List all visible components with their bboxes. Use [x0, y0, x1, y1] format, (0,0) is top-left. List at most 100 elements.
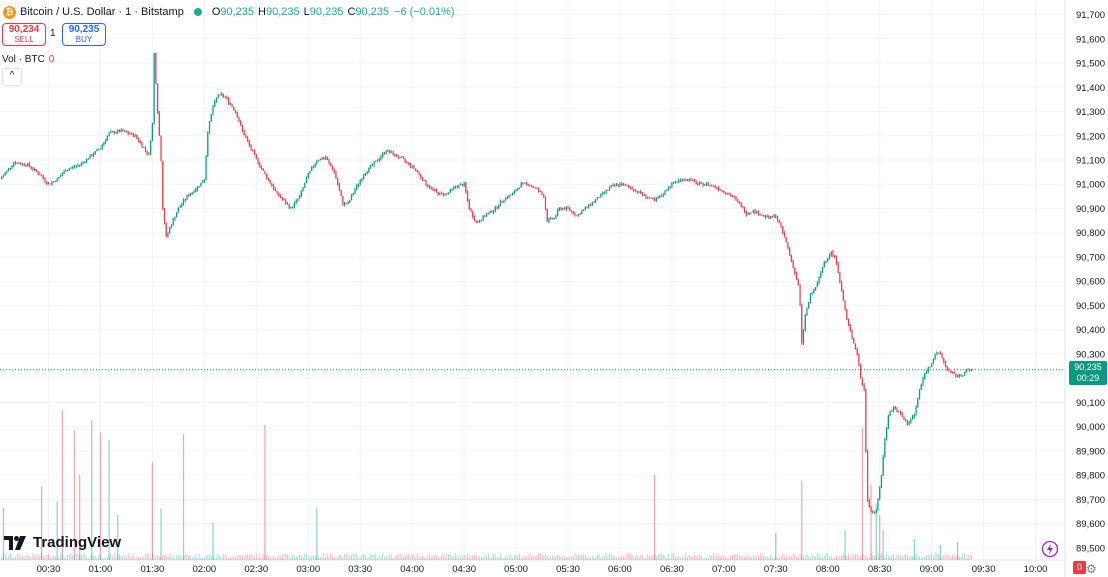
volume-legend[interactable]: Vol · BTC 0 — [2, 54, 54, 65]
candle-body — [837, 263, 839, 273]
tradingview-logo[interactable]: TradingView — [4, 534, 121, 551]
candle-body — [202, 181, 204, 183]
candle-body — [444, 193, 446, 196]
volume-bar — [792, 553, 794, 560]
candle-body — [929, 366, 931, 368]
volume-bar — [754, 556, 756, 560]
current-price-label: 90,235 00:29 — [1069, 360, 1107, 385]
candle-body — [378, 159, 380, 161]
volume-bar — [960, 556, 962, 560]
volume-bar — [915, 553, 917, 560]
low-label: L — [303, 6, 310, 18]
candle-body — [610, 185, 612, 188]
candle-body — [524, 182, 526, 184]
candle-body — [820, 272, 822, 278]
volume-bar — [929, 555, 931, 560]
volume-bar — [844, 555, 846, 560]
lightning-icon[interactable] — [1041, 540, 1059, 558]
volume-bar — [832, 557, 834, 560]
sell-button[interactable]: 90,234 SELL — [2, 23, 46, 46]
volume-bar — [965, 557, 967, 560]
symbol-legend[interactable]: ₿ Bitcoin / U.S. Dollar · 1 · Bitstamp O… — [0, 3, 455, 21]
volume-bar — [148, 553, 150, 560]
candle-body — [84, 161, 86, 163]
volume-bar — [89, 556, 91, 560]
volume-bar — [903, 555, 905, 560]
candle-body — [106, 136, 108, 141]
candle-body — [449, 189, 451, 193]
candle-body — [404, 158, 406, 162]
volume-bar — [54, 556, 56, 560]
candle-body — [486, 214, 488, 217]
candle-body — [274, 189, 276, 191]
volume-bar — [912, 555, 914, 560]
time-axis[interactable]: 00:30 01:00 01:30 02:00 02:30 03:00 03:30 04:00… — [37, 564, 1048, 575]
volume-axis-badge: 0 — [1073, 561, 1086, 574]
candle-body — [799, 285, 801, 305]
candle-body — [437, 191, 439, 196]
candle-body — [839, 272, 841, 283]
candle-body — [224, 96, 226, 98]
gear-icon[interactable]: ⚙ — [1086, 562, 1097, 576]
volume-bar — [276, 557, 278, 560]
candle-body — [815, 287, 817, 290]
candle-body — [359, 180, 361, 185]
volume-bar — [841, 555, 843, 560]
candle-body — [676, 181, 678, 183]
volume-bar — [170, 556, 172, 560]
volume-bar — [808, 556, 810, 560]
candle-body — [719, 189, 721, 191]
volume-bar — [397, 555, 399, 560]
price-axis[interactable]: 89,500 89,600 89,700 89,800 89,900 90,000 90,1… — [1076, 10, 1105, 554]
candle-body — [470, 209, 472, 212]
volume-bar — [451, 555, 453, 560]
volume-bar — [99, 554, 101, 560]
volume-bar — [527, 555, 529, 560]
volume-bar — [196, 557, 198, 560]
volume-bar — [243, 557, 245, 560]
collapse-legend-button[interactable]: ^ — [2, 68, 22, 86]
volume-bar — [371, 555, 373, 560]
candle-body — [466, 191, 469, 201]
volume-bar — [1, 556, 3, 560]
volume-bar — [688, 554, 690, 560]
volume-bar — [673, 553, 675, 560]
volume-bar — [624, 556, 626, 560]
candle-body — [962, 375, 964, 377]
volume-bar — [297, 556, 299, 560]
candle-body — [413, 165, 415, 169]
volume-bar — [922, 556, 924, 560]
candle-body — [44, 178, 46, 182]
candle-body — [309, 170, 311, 174]
candle-body — [285, 200, 287, 204]
volume-bar — [707, 557, 709, 560]
volume-bar — [323, 553, 325, 560]
volume-bar — [603, 555, 605, 560]
candle-body — [582, 209, 585, 212]
volume-bar — [42, 555, 44, 560]
volume-bar — [820, 557, 822, 560]
candle-body — [295, 200, 297, 203]
candle-body — [473, 217, 476, 221]
volume-bar — [834, 557, 836, 560]
buy-button[interactable]: 90,235 BUY — [62, 23, 106, 46]
candle-body — [314, 163, 316, 167]
candle-body — [56, 178, 58, 182]
candle-body — [409, 163, 412, 167]
symbol-title[interactable]: Bitcoin / U.S. Dollar · 1 · Bitstamp — [20, 6, 184, 18]
volume-bar — [560, 556, 562, 560]
candle-body — [548, 218, 550, 222]
candle-body — [319, 158, 321, 161]
candle-body — [785, 236, 787, 243]
candle-body — [666, 190, 668, 191]
candle-body — [522, 182, 524, 184]
volume-bar — [186, 554, 188, 560]
volume-bar — [105, 557, 107, 560]
volume-bar — [815, 555, 817, 560]
volume-bar — [579, 554, 581, 560]
volume-bar — [72, 554, 74, 560]
volume-bar — [837, 557, 839, 560]
volume-bar — [590, 557, 592, 560]
candle-body — [541, 191, 543, 195]
